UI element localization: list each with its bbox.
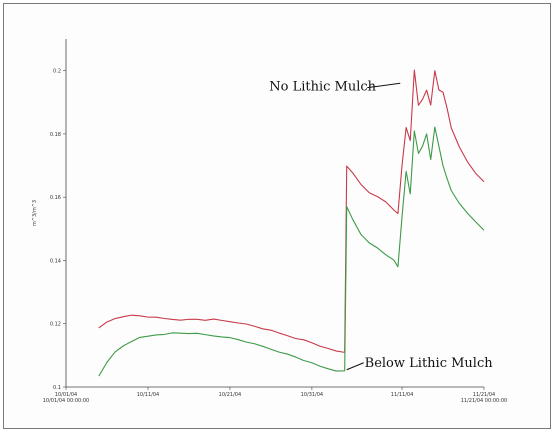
y-tick-label: 0.18 — [50, 132, 61, 138]
annotation-no-lithic-mulch: No Lithic Mulch — [269, 80, 376, 95]
x-tick-sublabel: 10/01/04 00:00:00 — [43, 398, 90, 404]
x-tick-label: 10/11/04 — [137, 392, 159, 398]
series-line-red — [98, 69, 485, 353]
annotation-leader-below-lithic-mulch — [346, 362, 364, 371]
series-line-green — [98, 126, 485, 377]
x-tick-sublabel: 11/21/04 00:00:00 — [461, 398, 508, 404]
y-tick-label: 0.12 — [50, 322, 61, 328]
y-tick-label: 0.1 — [53, 385, 61, 391]
annotations: No Lithic Mulch Below Lithic Mulch — [269, 80, 493, 371]
x-tick-label: 11/21/04 — [473, 392, 495, 398]
x-tick-label: 10/01/04 — [55, 392, 77, 398]
series-lines — [98, 69, 485, 377]
y-axis-title: m^3/m^3 — [32, 200, 38, 226]
x-tick-label: 10/31/04 — [301, 392, 323, 398]
y-tick-label: 0.14 — [50, 258, 61, 264]
y-tick-label: 0.16 — [50, 195, 61, 201]
y-ticks: 0.1 0.12 0.14 0.16 0.18 0.2 — [50, 69, 66, 391]
annotation-leader-no-lithic-mulch — [367, 82, 401, 89]
axes — [65, 39, 484, 388]
chart-frame: m^3/m^3 0.1 0.12 0.14 0.16 0.18 0.2 10/01/04 1… — [3, 3, 551, 429]
y-tick-label: 0.2 — [53, 69, 61, 75]
annotation-below-lithic-mulch: Below Lithic Mulch — [365, 356, 494, 371]
x-tick-label: 10/21/04 — [219, 392, 241, 398]
chart-plot: m^3/m^3 0.10.120.140.160.180.2 10/01/041… — [32, 39, 508, 404]
x-tick-label: 11/11/04 — [391, 392, 413, 398]
